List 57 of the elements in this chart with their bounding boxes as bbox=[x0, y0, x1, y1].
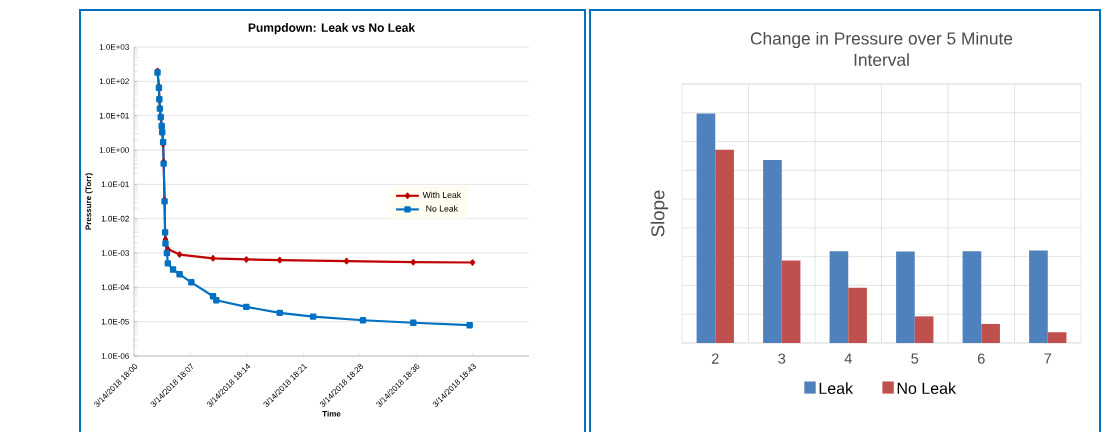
point bbox=[410, 258, 416, 266]
y-tick-label: 1.0E-01 bbox=[101, 181, 129, 188]
point bbox=[162, 240, 169, 247]
bar bbox=[696, 113, 716, 343]
x-tick-label: 4 bbox=[844, 353, 852, 364]
x-tick-label: 3 bbox=[778, 353, 786, 364]
point bbox=[243, 256, 250, 263]
point bbox=[310, 313, 317, 320]
x-tick-label: 7 bbox=[1044, 353, 1052, 364]
bar bbox=[1029, 250, 1048, 343]
bar bbox=[981, 323, 1000, 343]
x-tick-label: 6 bbox=[977, 353, 985, 364]
point bbox=[410, 319, 417, 326]
bar bbox=[896, 251, 915, 343]
y-tick-label: 1.0E+00 bbox=[99, 147, 129, 153]
y-tick-label: 1.0E-03 bbox=[101, 250, 129, 256]
bar bbox=[715, 149, 734, 343]
point bbox=[188, 279, 195, 286]
bar bbox=[781, 260, 801, 343]
bar bbox=[914, 316, 934, 343]
point bbox=[359, 317, 367, 324]
point bbox=[243, 303, 250, 311]
y-tick-label: 1.0E-06 bbox=[101, 353, 129, 359]
legend-label: With Leak bbox=[422, 191, 462, 199]
x-tick-label: 2 bbox=[711, 353, 719, 364]
point bbox=[343, 257, 350, 265]
y-tick-label: 1.0E+01 bbox=[99, 112, 129, 119]
y-tick-label: 1.0E-05 bbox=[101, 318, 129, 325]
point bbox=[176, 251, 183, 258]
point bbox=[466, 321, 473, 329]
point bbox=[169, 266, 177, 273]
point bbox=[176, 271, 183, 278]
y-axis-title: Slope bbox=[650, 190, 669, 237]
y-tick-label: 1.0E-04 bbox=[101, 284, 130, 291]
bar bbox=[962, 251, 982, 343]
point bbox=[276, 309, 283, 317]
legend-label: No Leak bbox=[897, 382, 957, 395]
point bbox=[164, 260, 172, 267]
chart-title: Change in Pressure over 5 Minute Interval bbox=[750, 31, 1013, 66]
bar bbox=[763, 160, 782, 343]
point bbox=[469, 259, 476, 266]
point bbox=[213, 297, 220, 304]
point bbox=[277, 256, 283, 264]
legend-label: No Leak bbox=[426, 205, 458, 212]
y-tick-label: 1.0E-02 bbox=[101, 215, 129, 222]
x-axis-title: Time bbox=[322, 410, 341, 417]
bar bbox=[829, 251, 849, 343]
bar bbox=[1047, 332, 1067, 343]
x-tick-label: 5 bbox=[911, 353, 919, 364]
y-tick-label: 1.0E+03 bbox=[99, 44, 129, 50]
y-tick-label: 1.0E+02 bbox=[99, 78, 129, 85]
point bbox=[210, 255, 216, 262]
bar bbox=[848, 287, 867, 343]
chart-title: Pumpdown: Leak vs No Leak bbox=[248, 23, 416, 35]
point bbox=[163, 249, 171, 257]
legend-label: Leak bbox=[819, 382, 854, 395]
y-axis-title: Pressure (Torr) bbox=[85, 173, 93, 230]
